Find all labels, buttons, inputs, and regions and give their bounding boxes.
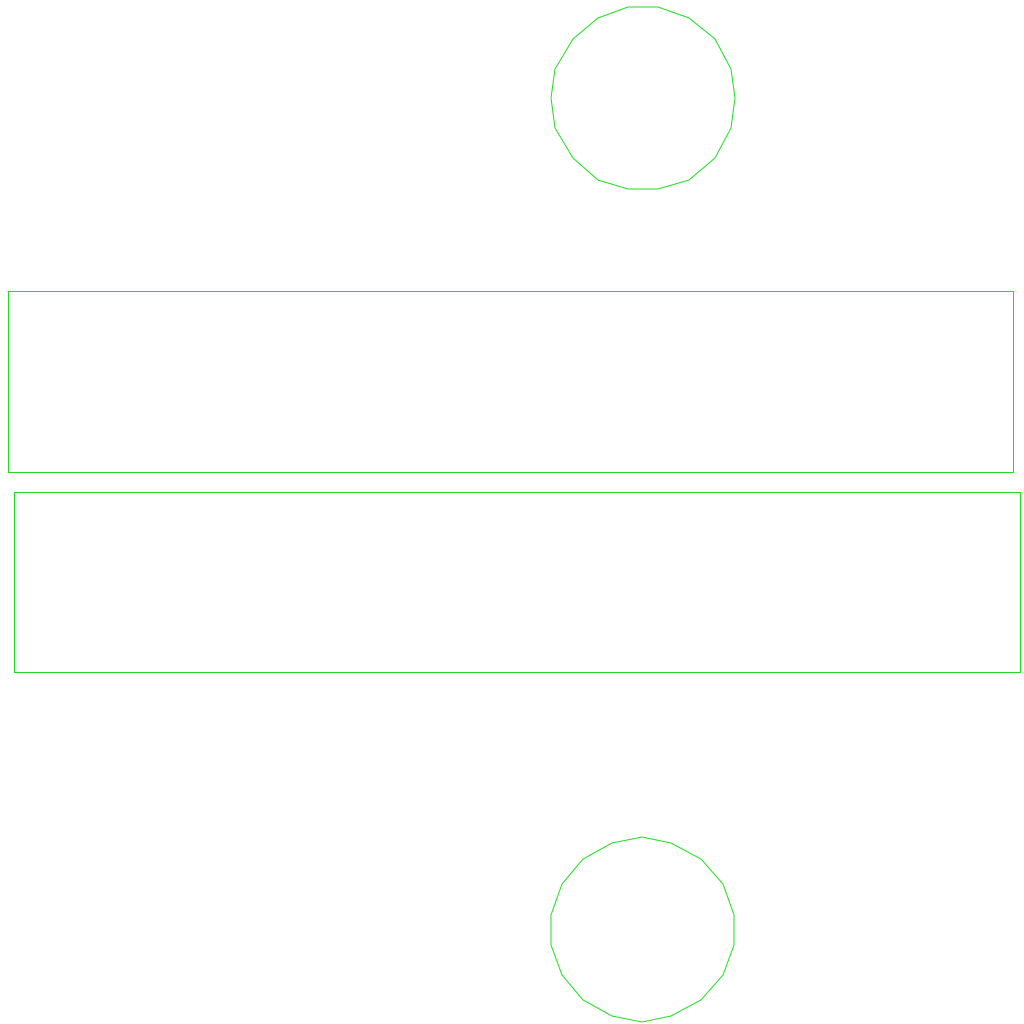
- upper-rectangle: [8, 291, 1014, 473]
- lower-rectangle: [14, 492, 1021, 673]
- bottom-circle: [550, 836, 735, 1023]
- top-circle: [550, 6, 736, 190]
